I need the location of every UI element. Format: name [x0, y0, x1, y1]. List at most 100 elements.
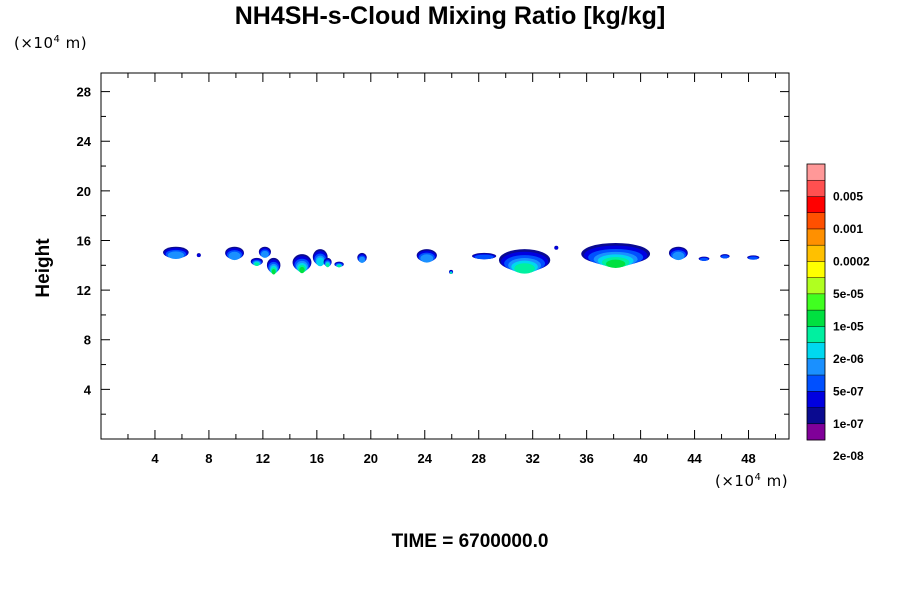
cloud-patch	[250, 257, 263, 267]
colorbar-swatch	[807, 245, 825, 262]
cloud-patch	[698, 256, 710, 261]
cloud-layer-seagreen	[337, 264, 341, 268]
y-unit-exp: 4	[53, 34, 61, 45]
colorbar-swatch	[807, 212, 825, 230]
cloud-layer-lightblue	[699, 257, 709, 261]
y-axis-ticks: 4 8 12 16 20 24 28	[77, 85, 789, 415]
plot-frame	[100, 72, 790, 440]
cloud-layer-blue	[554, 246, 559, 250]
cloud-layer-skyblue	[420, 254, 434, 263]
x-tick-label: 12	[256, 451, 270, 466]
y-tick-label: 28	[77, 85, 91, 100]
cloud-patches	[163, 242, 760, 275]
cloud-patch	[266, 257, 281, 275]
colorbar-label: 5e-05	[833, 287, 864, 301]
cloud-layer-skyblue	[228, 251, 241, 261]
colorbar-label: 0.001	[833, 222, 863, 236]
y-tick-label: 20	[77, 184, 91, 199]
colorbar-swatch	[807, 293, 825, 311]
cloud-patch	[668, 246, 688, 261]
colorbar-swatch	[807, 277, 825, 295]
y-tick-label: 12	[77, 283, 91, 298]
colorbar-swatch	[807, 423, 825, 441]
cloud-layer-cyan	[316, 257, 325, 267]
cloud-layer-skyblue	[167, 251, 185, 259]
cloud-layer-lightblue	[474, 254, 494, 260]
colorbar-label: 1e-05	[833, 319, 864, 333]
x-tick-label: 8	[205, 451, 212, 466]
x-tick-label: 32	[525, 451, 539, 466]
cloud-patch	[292, 254, 312, 274]
time-label: TIME = 6700000.0	[391, 531, 549, 552]
cloud-patch	[416, 249, 437, 263]
cloud-patch	[334, 261, 344, 268]
cloud-patch	[196, 253, 201, 258]
cloud-layer-green	[606, 259, 626, 268]
cloud-layer-skyblue	[672, 251, 685, 261]
cloud-layer-seagreen	[514, 263, 535, 274]
x-tick-label: 36	[579, 451, 593, 466]
cloud-patch	[471, 252, 497, 260]
cloud-patch	[581, 242, 651, 268]
cloud-layer-skyblue	[359, 256, 366, 263]
x-axis-ticks: 4 8 12 16 20 24 28 32 36 40 44 48	[127, 73, 777, 466]
colorbar-label: 0.005	[833, 189, 863, 203]
chart-title: NH4SH-s-Cloud Mixing Ratio [kg/kg]	[234, 2, 666, 30]
y-tick-label: 24	[77, 134, 92, 149]
cloud-patch	[720, 254, 730, 259]
x-unit-tail: m)	[761, 472, 789, 490]
x-tick-label: 24	[418, 451, 433, 466]
cloud-layer-seagreen	[326, 263, 330, 268]
y-unit-base: (×10	[14, 34, 54, 52]
cloud-layer-blue	[196, 253, 201, 257]
x-tick-label: 16	[310, 451, 324, 466]
colorbar-swatch	[807, 342, 825, 360]
y-unit-tail: m)	[60, 34, 88, 52]
y-axis-unit: (×104 m)	[14, 34, 87, 52]
colorbar-label: 0.0002	[833, 254, 870, 268]
x-tick-label: 28	[471, 451, 485, 466]
colorbar-label: 1e-07	[833, 417, 864, 431]
x-unit-base: (×10	[715, 472, 755, 490]
cloud-patch	[163, 246, 189, 259]
cloud-layer-skyblue	[261, 250, 269, 258]
cloud-patch	[258, 246, 271, 258]
x-unit-exp: 4	[754, 472, 762, 483]
colorbar-swatch	[807, 180, 825, 197]
y-tick-label: 4	[84, 382, 92, 397]
x-tick-label: 44	[687, 451, 702, 466]
cloud-patch	[747, 255, 760, 260]
cloud-layer-green	[271, 268, 276, 275]
cloud-patch	[225, 246, 244, 261]
colorbar-label: 5e-07	[833, 384, 864, 398]
colorbar-label: 2e-06	[833, 352, 864, 366]
colorbar-swatch	[807, 228, 825, 246]
cloud-patch	[357, 252, 367, 263]
colorbar-swatch	[807, 326, 825, 343]
cloud-layer-lightblue	[748, 256, 759, 260]
cloud-patch	[449, 269, 454, 275]
colorbar-frame	[806, 163, 826, 441]
cloud-layer-seagreen	[254, 262, 260, 267]
colorbar-swatch	[807, 310, 825, 327]
cloud-layer-green	[299, 266, 305, 274]
colorbar-swatch	[807, 261, 825, 278]
y-tick-label: 16	[77, 233, 91, 248]
x-tick-label: 48	[741, 451, 755, 466]
x-tick-label: 4	[151, 451, 159, 466]
colorbar: 0.005 0.001 0.0002 5e-05 1e-05 2e-06 5e-07 1e-0…	[806, 163, 870, 463]
cloud-layer-seagreen	[450, 272, 452, 275]
cloud-patch	[554, 245, 559, 250]
colorbar-swatch	[807, 164, 825, 181]
x-tick-label: 20	[364, 451, 378, 466]
cloud-layer-lightblue	[721, 255, 729, 259]
colorbar-swatch	[807, 196, 825, 214]
colorbar-label: 2e-08	[833, 449, 864, 463]
y-tick-label: 8	[84, 333, 91, 348]
colorbar-swatch	[807, 391, 825, 408]
cloud-patch	[498, 249, 551, 274]
cloud-patch	[312, 249, 328, 267]
colorbar-swatch	[807, 358, 825, 376]
colorbar-swatch	[807, 375, 825, 392]
